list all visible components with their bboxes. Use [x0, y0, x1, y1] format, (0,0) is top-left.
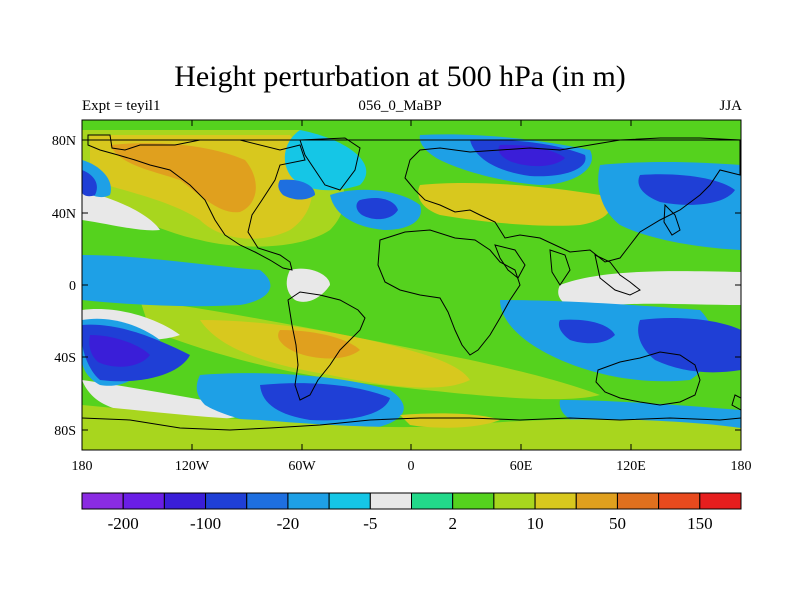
- colorbar-label: -100: [190, 514, 221, 533]
- lat-tick-label: 40N: [52, 207, 76, 222]
- period-label: 056_0_MaBP: [358, 98, 442, 114]
- colorbar-swatch: [616, 492, 660, 510]
- map-title: Height perturbation at 500 hPa (in m): [174, 60, 626, 93]
- colorbar-label: -200: [108, 514, 139, 533]
- colorbar-labels: -200 -100 -20 -5 2 10 50 150: [108, 514, 713, 533]
- experiment-label: Expt = teyil1: [82, 98, 161, 114]
- colorbar-swatch: [411, 492, 454, 510]
- field-blue-natl: [356, 198, 398, 220]
- colorbar-swatch: [534, 492, 577, 510]
- lon-tick-label: 180: [72, 459, 93, 474]
- lat-tick-label: 80S: [54, 424, 76, 439]
- lat-axis: 80N 40N 0 40S 80S: [52, 134, 741, 439]
- lon-tick-label: 0: [408, 459, 415, 474]
- lon-tick-label: 120E: [616, 459, 646, 474]
- coastline-eurasia: [404, 137, 741, 263]
- field-gold-80s: [400, 413, 500, 428]
- field-blue-w: [82, 170, 97, 197]
- colorbar-swatch: [493, 492, 536, 510]
- coastline-north-america: [87, 134, 306, 271]
- field-darkblue-pac-sh: [89, 335, 150, 367]
- coastline-greenland: [299, 137, 361, 191]
- lon-tick-label: 60E: [510, 459, 533, 474]
- colorbar-swatch: [205, 492, 248, 510]
- field-blue-npac: [278, 179, 315, 200]
- colorbar-label: 10: [527, 514, 544, 533]
- colorbar-swatch: [246, 492, 289, 510]
- lon-tick-label: 180: [731, 459, 752, 474]
- colorbar-swatch: [287, 492, 330, 510]
- colorbar-label: -5: [363, 514, 377, 533]
- colorbar-label: 2: [448, 514, 457, 533]
- lon-tick-label: 120W: [175, 459, 210, 474]
- colorbar: [81, 492, 742, 510]
- colorbar-swatch: [369, 492, 412, 510]
- lon-tick-label: 60W: [288, 459, 316, 474]
- lat-tick-label: 0: [69, 279, 76, 294]
- colorbar-swatch: [575, 492, 618, 510]
- colorbar-swatch: [81, 492, 124, 510]
- coastline-south-america: [287, 291, 366, 401]
- colorbar-swatch: [328, 492, 371, 510]
- coastline-arabia-india: [494, 244, 571, 286]
- colorbar-swatch: [658, 492, 701, 510]
- field-lightblue-nh: [284, 130, 367, 191]
- lat-tick-label: 80N: [52, 134, 76, 149]
- lat-tick-label: 40S: [54, 351, 76, 366]
- field-na-orange: [110, 143, 256, 213]
- season-label: JJA: [719, 98, 742, 114]
- coastline-antarctica: [81, 417, 742, 431]
- colorbar-label: -20: [277, 514, 300, 533]
- contour-field: [82, 120, 741, 450]
- colorbar-swatch: [452, 492, 495, 510]
- field-darkblue-siberia: [498, 144, 565, 167]
- coastline-africa: [377, 229, 521, 356]
- colorbar-swatch: [122, 492, 165, 510]
- colorbar-swatch: [699, 492, 742, 510]
- coastline-australia: [595, 351, 701, 406]
- field-blue-so: [260, 383, 390, 421]
- colorbar-swatch: [163, 492, 207, 510]
- coastline-se-asia: [594, 254, 641, 296]
- field-white-na: [82, 190, 160, 231]
- lon-axis: 180 120W 60W 0 60E 120E 180: [72, 120, 752, 474]
- colorbar-label: 150: [687, 514, 713, 533]
- field-blue-ne: [638, 174, 735, 205]
- field-blue-ant-e: [558, 319, 615, 344]
- field-yellow-80s: [82, 405, 741, 450]
- colorbar-label: 50: [609, 514, 626, 533]
- field-nafrica-gold: [418, 183, 611, 226]
- field-lightblue-w: [82, 255, 271, 307]
- coastline-japan-ne: [663, 203, 681, 236]
- coastlines: [81, 134, 742, 431]
- field-blue-io: [638, 318, 741, 373]
